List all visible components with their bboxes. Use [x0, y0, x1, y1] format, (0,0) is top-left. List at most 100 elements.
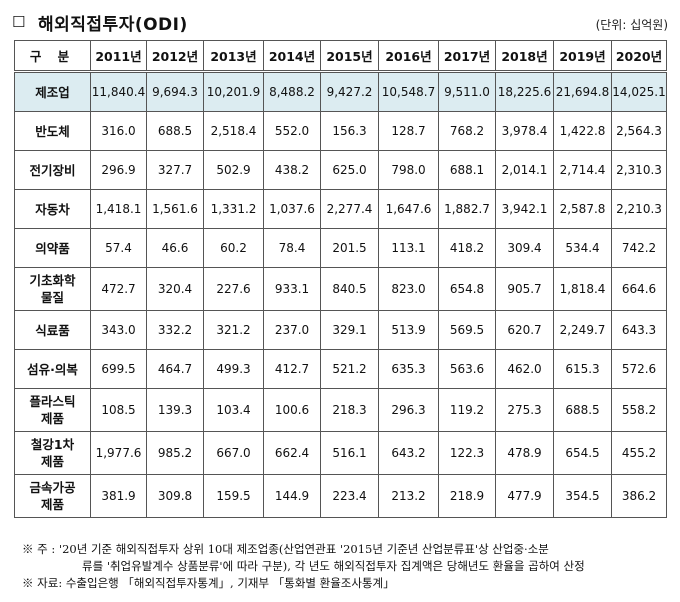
table-cell: 558.2: [611, 388, 667, 432]
table-cell: 8,488.2: [263, 71, 321, 112]
table-cell: 9,427.2: [320, 71, 379, 112]
table-cell: 227.6: [203, 267, 264, 311]
table-cell: 478.9: [495, 431, 554, 475]
table-cell: 332.2: [146, 310, 204, 350]
table-cell: 218.9: [438, 474, 496, 518]
footnote-line: 류를 '취업유발계수 상품분류'에 따라 구분), 각 년도 해외직접투자 집계…: [82, 559, 585, 573]
table-cell: 100.6: [263, 388, 321, 432]
table-cell: 201.5: [320, 228, 379, 268]
table-cell: 309.4: [495, 228, 554, 268]
column-header: 구 분: [14, 40, 91, 73]
column-header: 2020년: [611, 40, 667, 73]
table-cell: 563.6: [438, 349, 496, 389]
table-cell: 418.2: [438, 228, 496, 268]
table-row: 의약품 57.4 46.6 60.2 78.4 201.5 113.1 418.2 309.4 5…: [14, 228, 667, 268]
table-cell: 3,978.4: [495, 111, 554, 151]
table-cell: 21,694.8: [553, 71, 612, 112]
footnote-line: ※ 자료: 수출입은행 「해외직접투자통계」, 기재부 「통화별 환율조사통계」: [22, 576, 395, 590]
table-cell: 1,647.6: [378, 189, 439, 229]
table-cell: 569.5: [438, 310, 496, 350]
unit-label: (단위: 십억원): [595, 18, 668, 32]
table-cell: 985.2: [146, 431, 204, 475]
table-cell: 1,422.8: [553, 111, 612, 151]
table-cell: 667.0: [203, 431, 264, 475]
table-cell: 654.8: [438, 267, 496, 311]
table-cell: 57.4: [90, 228, 147, 268]
table-cell: 521.2: [320, 349, 379, 389]
table-cell: 464.7: [146, 349, 204, 389]
column-header: 2014년: [263, 40, 321, 73]
table-row: 자동차 1,418.1 1,561.6 1,331.2 1,037.6 2,277.4 1,…: [14, 189, 667, 229]
table-cell: 1,561.6: [146, 189, 204, 229]
table-cell: 343.0: [90, 310, 147, 350]
table-cell: 552.0: [263, 111, 321, 151]
table-cell: 128.7: [378, 111, 439, 151]
table-cell: 156.3: [320, 111, 379, 151]
page-title: 해외직접투자(ODI): [38, 15, 188, 35]
table-cell: 654.5: [553, 431, 612, 475]
column-header: 2011년: [90, 40, 147, 73]
table-cell: 316.0: [90, 111, 147, 151]
table-cell: 620.7: [495, 310, 554, 350]
table-cell: 840.5: [320, 267, 379, 311]
table-cell: 643.3: [611, 310, 667, 350]
row-label-line: 플라스틱: [29, 394, 76, 409]
table-cell: 10,201.9: [203, 71, 264, 112]
table-cell: 46.6: [146, 228, 204, 268]
table-cell: 572.6: [611, 349, 667, 389]
table-cell: 122.3: [438, 431, 496, 475]
row-label-line: 제품: [40, 411, 64, 426]
table-cell: 615.3: [553, 349, 612, 389]
table-cell: 2,587.8: [553, 189, 612, 229]
table-cell: 462.0: [495, 349, 554, 389]
table-cell: 1,818.4: [553, 267, 612, 311]
table-cell: 296.9: [90, 150, 147, 190]
table-cell: 499.3: [203, 349, 264, 389]
table-cell: 223.4: [320, 474, 379, 518]
table-cell: 9,511.0: [438, 71, 496, 112]
row-label-line: 기초화학: [29, 273, 76, 288]
table-cell: 768.2: [438, 111, 496, 151]
table-cell: 78.4: [263, 228, 321, 268]
table-cell: 502.9: [203, 150, 264, 190]
table-cell: 321.2: [203, 310, 264, 350]
table-row: 기초화학 물질 472.7 320.4 227.6 933.1 840.5 823.0 654.…: [14, 267, 667, 311]
row-label: 금속가공 제품: [14, 474, 91, 518]
row-label-line: 물질: [40, 290, 64, 305]
row-label: 제조업: [14, 71, 91, 112]
table-cell: 3,942.1: [495, 189, 554, 229]
table-cell: 9,694.3: [146, 71, 204, 112]
table-cell: 688.1: [438, 150, 496, 190]
column-header: 2018년: [495, 40, 554, 73]
table-cell: 296.3: [378, 388, 439, 432]
table-cell: 1,037.6: [263, 189, 321, 229]
table-cell: 10,548.7: [378, 71, 439, 112]
row-label: 식료품: [14, 310, 91, 350]
table-cell: 237.0: [263, 310, 321, 350]
table-cell: 662.4: [263, 431, 321, 475]
row-label: 의약품: [14, 228, 91, 268]
table-cell: 2,210.3: [611, 189, 667, 229]
table-cell: 113.1: [378, 228, 439, 268]
table-cell: 2,310.3: [611, 150, 667, 190]
table-cell: 309.8: [146, 474, 204, 518]
odi-table: 구 분 2011년 2012년 2013년 2014년 2015년 2016년 …: [14, 40, 667, 518]
table-cell: 275.3: [495, 388, 554, 432]
table-cell: 327.7: [146, 150, 204, 190]
footnotes: ※ 주 : '20년 기준 해외직접투자 상위 10대 제조업종(산업연관표 '…: [22, 541, 662, 592]
table-row: 금속가공 제품 381.9 309.8 159.5 144.9 223.4 213.2 218.…: [14, 474, 667, 518]
table-cell: 381.9: [90, 474, 147, 518]
table-cell: 2,277.4: [320, 189, 379, 229]
table-cell: 933.1: [263, 267, 321, 311]
title-row: ☐ 해외직접투자(ODI) (단위: 십억원): [12, 8, 668, 35]
column-header: 2012년: [146, 40, 204, 73]
table-cell: 1,882.7: [438, 189, 496, 229]
table-cell: 354.5: [553, 474, 612, 518]
table-cell: 386.2: [611, 474, 667, 518]
table-cell: 477.9: [495, 474, 554, 518]
table-cell: 11,840.4: [90, 71, 147, 112]
table-cell: 60.2: [203, 228, 264, 268]
table-cell: 643.2: [378, 431, 439, 475]
